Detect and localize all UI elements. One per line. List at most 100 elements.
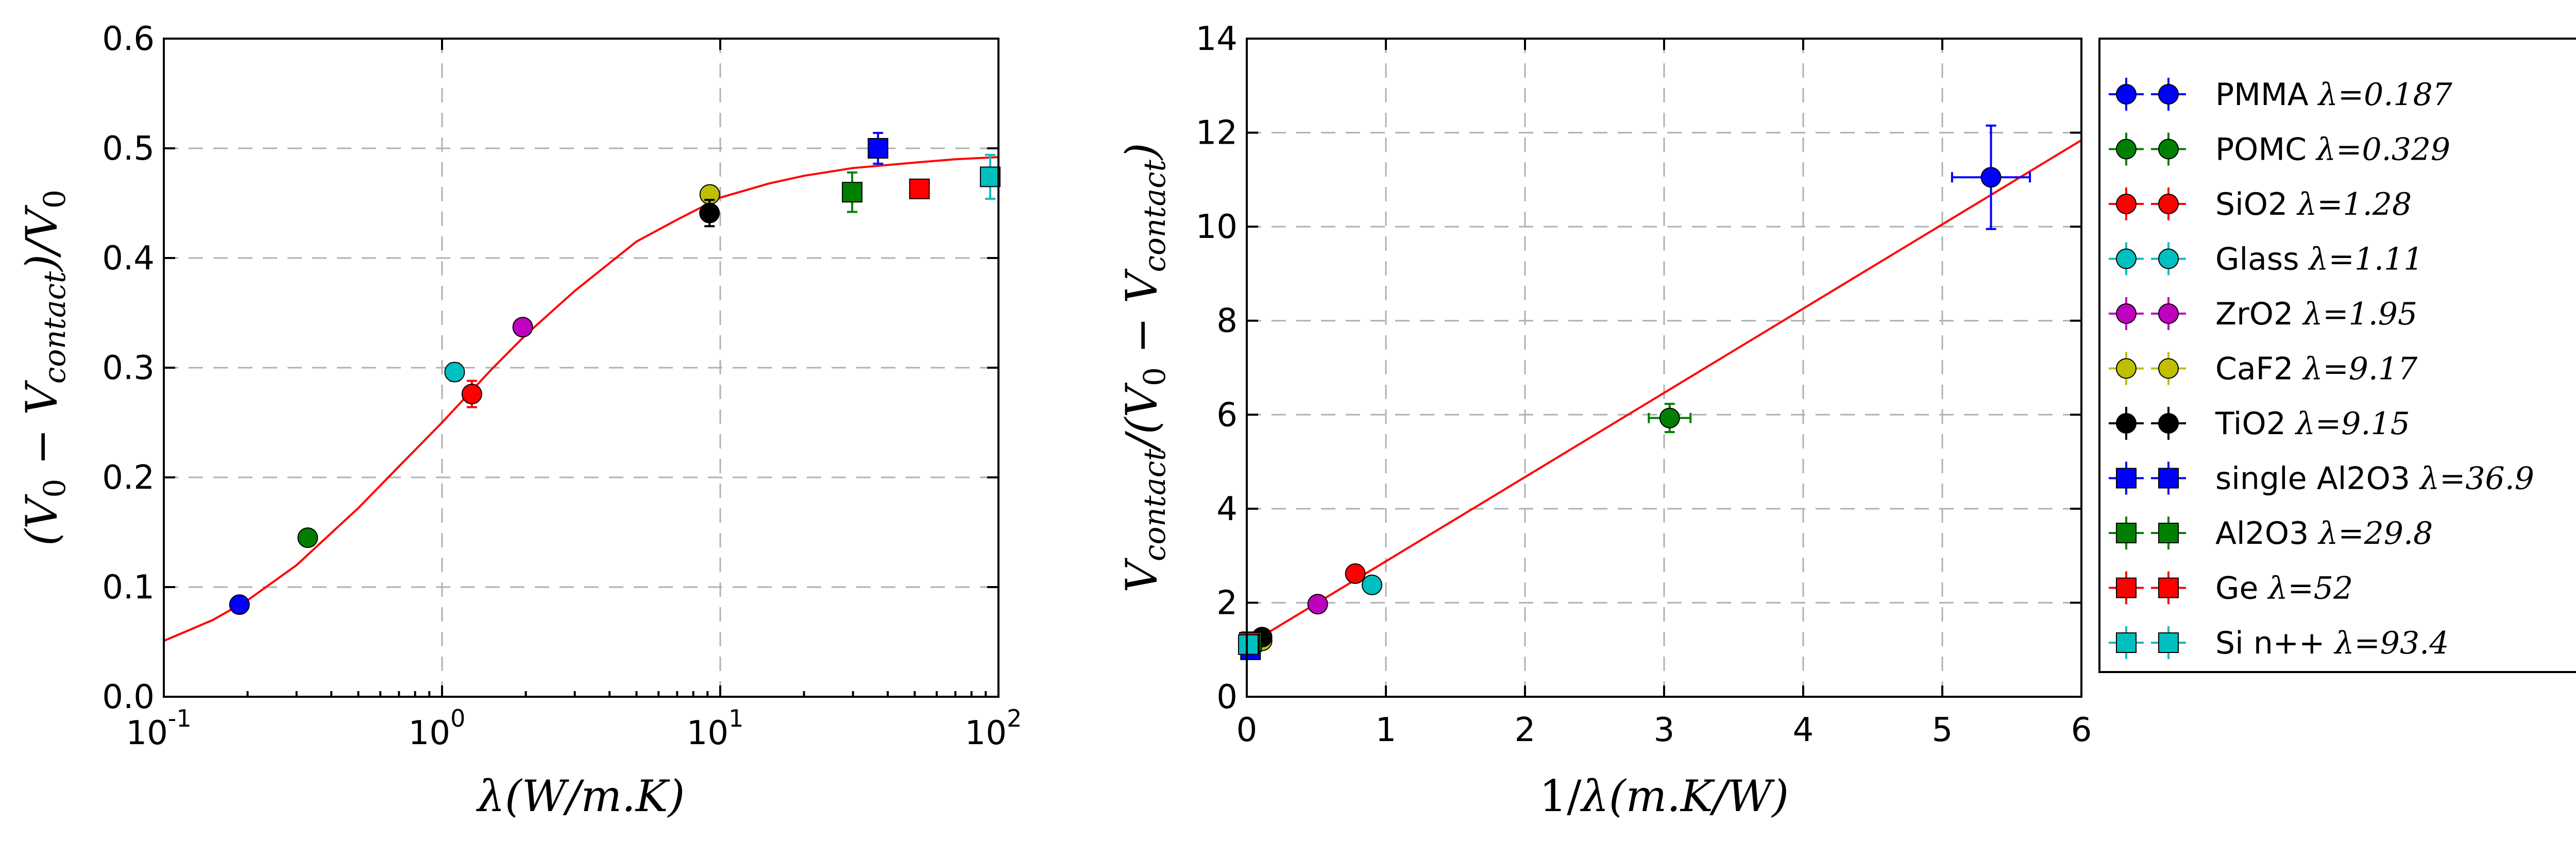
- legend-entry: Glass λ=1.11: [2109, 242, 2423, 278]
- left-plot-point: [909, 178, 930, 199]
- left-plot-x-axis-label: λ(W/m.K): [476, 771, 685, 821]
- right-plot-x-tick-label: 5: [1932, 711, 1953, 749]
- legend-label: Si n++ λ=93.4: [2215, 625, 2449, 661]
- left-plot-points: [229, 132, 1001, 615]
- right-plot-point: [1648, 403, 1692, 434]
- left-plot: 10-1 100 101 102 0.0 0.1 0.2 0.3 0.4 0.5 0.6 λ(W/m…: [16, 20, 1022, 821]
- left-plot-point: [297, 527, 318, 548]
- legend-marker: [2116, 523, 2137, 543]
- right-plot-x-tick-label: 4: [1793, 711, 1814, 749]
- legend-label: CaF2 λ=9.17: [2215, 351, 2418, 387]
- legend-entries: PMMA λ=0.187 POMC λ=0.329 SiO2 λ=1.28 Glass…: [2109, 77, 2534, 661]
- right-plot-point: [1345, 563, 1366, 584]
- legend-entry: SiO2 λ=1.28: [2109, 186, 2412, 222]
- legend-label: POMC λ=0.329: [2215, 132, 2450, 168]
- left-plot-y-tick-label: 0.0: [102, 678, 155, 716]
- legend-entry: Al2O3 λ=29.8: [2109, 515, 2433, 552]
- right-plot-x-tick-label: 0: [1236, 711, 1258, 749]
- legend-label: Glass λ=1.11: [2215, 242, 2423, 278]
- left-plot-marker: [297, 527, 318, 548]
- legend-marker: [2116, 303, 2137, 324]
- left-plot-point: [512, 317, 533, 338]
- left-plot-point: [842, 171, 863, 213]
- right-plot-y-axis-label: Vcontact/(V0 − Vcontact): [1116, 143, 1172, 592]
- left-plot-x-tick-label: 10-1: [126, 704, 191, 752]
- legend-marker: [2116, 84, 2137, 105]
- left-plot-point: [444, 362, 465, 383]
- legend-entry: CaF2 λ=9.17: [2109, 351, 2418, 387]
- left-plot-marker: [229, 594, 250, 615]
- right-plot-point: [1362, 574, 1382, 595]
- legend-marker: [2158, 413, 2179, 434]
- right-plot-y-tick-label: 8: [1216, 302, 1238, 340]
- legend-marker: [2158, 358, 2179, 379]
- left-plot-point: [979, 153, 1001, 200]
- left-plot-marker: [699, 202, 720, 224]
- right-plot-marker: [1238, 634, 1259, 655]
- left-plot-marker: [909, 178, 930, 199]
- legend-label: Al2O3 λ=29.8: [2215, 515, 2433, 552]
- legend-marker: [2158, 139, 2179, 160]
- legend-label: PMMA λ=0.187: [2215, 77, 2453, 113]
- legend-label: ZrO2 λ=1.95: [2215, 296, 2417, 332]
- legend-entry: Ge λ=52: [2109, 571, 2353, 607]
- left-plot-grid: [164, 39, 998, 697]
- right-plot-x-tick-label: 1: [1376, 711, 1397, 749]
- right-plot-fit-line: [1246, 139, 2082, 647]
- right-plot-y-tick-label: 2: [1216, 584, 1238, 622]
- legend-entry: TiO2 λ=9.15: [2109, 406, 2410, 442]
- right-plot-grid: [1247, 39, 2081, 697]
- right-plot-y-tick-label: 10: [1196, 208, 1238, 246]
- left-plot-marker: [868, 138, 889, 159]
- left-plot-y-tick-label: 0.1: [102, 569, 155, 607]
- legend-marker: [2158, 632, 2179, 653]
- right-plot-x-tick-label: 3: [1654, 711, 1675, 749]
- left-plot-point: [699, 199, 720, 228]
- legend-marker: [2158, 577, 2179, 598]
- right-plot-marker: [1362, 574, 1382, 595]
- legend-marker: [2116, 577, 2137, 598]
- left-plot-point: [461, 380, 482, 408]
- left-plot-marker: [461, 384, 482, 405]
- right-plot-points: [1238, 124, 2031, 660]
- right-plot-point: [1238, 634, 1259, 655]
- left-plot-y-tick-label: 0.5: [102, 130, 155, 168]
- right-plot-y-tick-label: 0: [1216, 678, 1238, 716]
- right-plot-point: [1307, 594, 1328, 615]
- legend-label: TiO2 λ=9.15: [2215, 406, 2410, 442]
- left-plot-y-tick-label: 0.4: [102, 239, 155, 278]
- legend-marker: [2158, 303, 2179, 324]
- right-plot-x-axis-label: 1/λ(m.K/W): [1539, 771, 1789, 821]
- left-plot-y-tick-label: 0.2: [102, 459, 155, 497]
- right-plot-marker: [1307, 594, 1328, 615]
- legend-entry: ZrO2 λ=1.95: [2109, 296, 2417, 332]
- right-plot-marker: [1659, 407, 1680, 428]
- legend-marker: [2116, 358, 2137, 379]
- left-plot-y-tick-label: 0.3: [102, 349, 155, 387]
- legend-marker: [2116, 248, 2137, 269]
- right-plot-y-tick-label: 14: [1196, 20, 1238, 58]
- left-plot-x-tick-label: 101: [687, 704, 744, 752]
- left-plot-x-tick-label: 100: [409, 704, 466, 752]
- right-plot-fit-line-path: [1246, 139, 2082, 647]
- legend-marker: [2158, 248, 2179, 269]
- legend-marker: [2116, 194, 2137, 214]
- left-plot-marker: [512, 317, 533, 338]
- right-plot-marker: [1980, 167, 2002, 188]
- right-plot-y-tick-label: 4: [1216, 490, 1238, 528]
- legend-entry: POMC λ=0.329: [2109, 132, 2450, 168]
- legend-label: Ge λ=52: [2215, 571, 2353, 607]
- right-plot-y-tick-label: 6: [1216, 396, 1238, 434]
- left-plot-ticks: 10-1 100 101 102 0.0 0.1 0.2 0.3 0.4 0.5 0.6: [102, 20, 1022, 752]
- right-plot-y-tick-label: 12: [1196, 114, 1238, 152]
- legend-frame: [2098, 38, 2576, 673]
- left-plot-marker: [444, 362, 465, 383]
- left-plot-x-tick-label: 102: [965, 704, 1022, 752]
- left-plot-marker: [842, 182, 863, 203]
- right-plot-marker: [1345, 563, 1366, 584]
- legend-entry: Si n++ λ=93.4: [2109, 625, 2449, 661]
- right-plot-x-tick-label: 2: [1515, 711, 1536, 749]
